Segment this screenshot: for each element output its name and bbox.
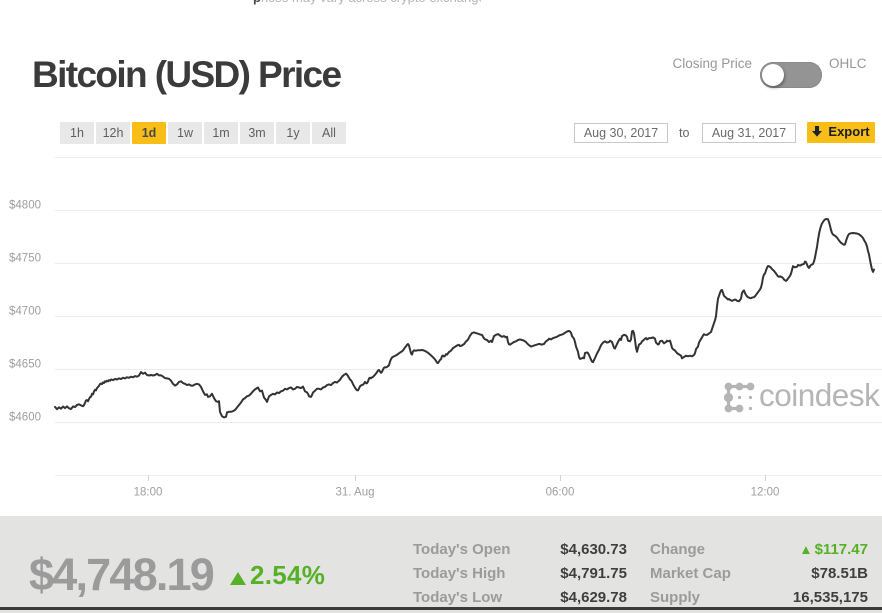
svg-text:06:00: 06:00 <box>546 487 575 499</box>
svg-text:coindesk: coindesk <box>759 377 880 413</box>
svg-text:$4650: $4650 <box>9 359 41 371</box>
svg-text:$4800: $4800 <box>9 200 41 212</box>
svg-text:12:00: 12:00 <box>751 487 780 499</box>
svg-text:$4750: $4750 <box>9 253 41 265</box>
svg-text:$4700: $4700 <box>9 306 41 318</box>
svg-text:31. Aug: 31. Aug <box>335 487 374 499</box>
svg-text:$4600: $4600 <box>9 412 41 424</box>
svg-text:18:00: 18:00 <box>134 487 163 499</box>
